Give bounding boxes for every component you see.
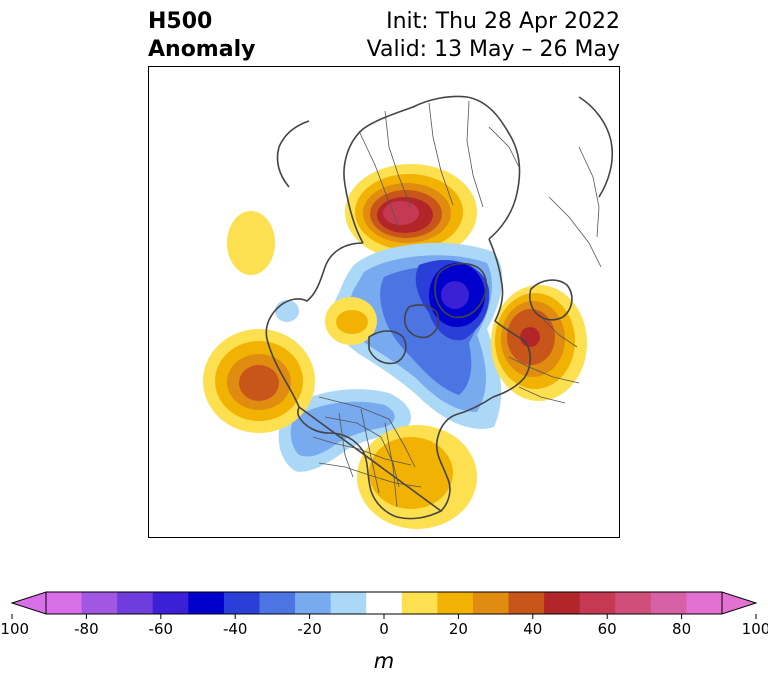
colorbar-ticks: -100 -80 -60 -40 -20 0 20 40 60 80 100 bbox=[0, 614, 768, 638]
colorbar-segment bbox=[508, 592, 545, 614]
colorbar-tick-label: -20 bbox=[297, 620, 322, 638]
colorbar: -100 -80 -60 -40 -20 0 20 40 60 80 100 m bbox=[0, 591, 768, 673]
colorbar-segment bbox=[330, 592, 367, 614]
colorbar-tick-label: 40 bbox=[523, 620, 542, 638]
colorbar-tick-label: 60 bbox=[598, 620, 617, 638]
init-date: Init: Thu 28 Apr 2022 bbox=[386, 9, 620, 34]
colorbar-segment bbox=[152, 592, 189, 614]
anomaly-positive-siberia bbox=[345, 164, 477, 260]
coastlines bbox=[265, 95, 614, 520]
polar-map bbox=[148, 66, 620, 538]
anomaly-negative-west-na bbox=[278, 389, 412, 472]
colorbar-segment bbox=[686, 592, 723, 614]
colorbar-segment bbox=[579, 592, 616, 614]
colorbar-tick-label: 100 bbox=[742, 620, 768, 638]
anomaly-positive-europe bbox=[491, 285, 587, 401]
anomaly-positive-ne-pacific bbox=[203, 329, 315, 433]
title-line-1: H500 bbox=[148, 9, 213, 34]
anomaly-negative-bering bbox=[275, 300, 299, 322]
colorbar-segments bbox=[10, 591, 758, 615]
colorbar-segment bbox=[259, 592, 296, 614]
colorbar-tick-label: 0 bbox=[379, 620, 389, 638]
anomaly-fields bbox=[203, 164, 587, 529]
anomaly-positive-east-asia bbox=[227, 211, 275, 275]
borders bbox=[312, 100, 602, 508]
colorbar-tick-label: 20 bbox=[449, 620, 468, 638]
title-line-2: Anomaly bbox=[148, 37, 256, 62]
anomaly-positive-alaska bbox=[325, 297, 377, 345]
colorbar-tick-label: -40 bbox=[223, 620, 248, 638]
valid-range: Valid: 13 May – 26 May bbox=[366, 37, 620, 62]
colorbar-segment bbox=[366, 592, 403, 614]
colorbar-segment bbox=[223, 592, 260, 614]
colorbar-segment bbox=[615, 592, 652, 614]
colorbar-tick-label: 80 bbox=[672, 620, 691, 638]
map-subtitle: Init: Thu 28 Apr 2022 Valid: 13 May – 26… bbox=[367, 8, 620, 64]
colorbar-tick-label: -60 bbox=[149, 620, 174, 638]
colorbar-segment bbox=[117, 592, 154, 614]
colorbar-extend-high bbox=[721, 591, 758, 615]
colorbar-segment bbox=[295, 592, 332, 614]
map-title: H500 Anomaly bbox=[148, 8, 255, 64]
colorbar-segment bbox=[46, 592, 83, 614]
colorbar-segment bbox=[188, 592, 225, 614]
colorbar-segment bbox=[544, 592, 581, 614]
map-canvas bbox=[203, 95, 614, 529]
colorbar-segment bbox=[81, 592, 118, 614]
colorbar-tick-label: -100 bbox=[0, 620, 29, 638]
colorbar-segment bbox=[437, 592, 474, 614]
colorbar-tick-label: -80 bbox=[74, 620, 99, 638]
colorbar-unit-label: m bbox=[374, 649, 394, 673]
colorbar-segment bbox=[472, 592, 510, 614]
colorbar-extend-low bbox=[10, 591, 47, 615]
colorbar-segment bbox=[401, 592, 438, 614]
colorbar-segment bbox=[650, 592, 687, 614]
